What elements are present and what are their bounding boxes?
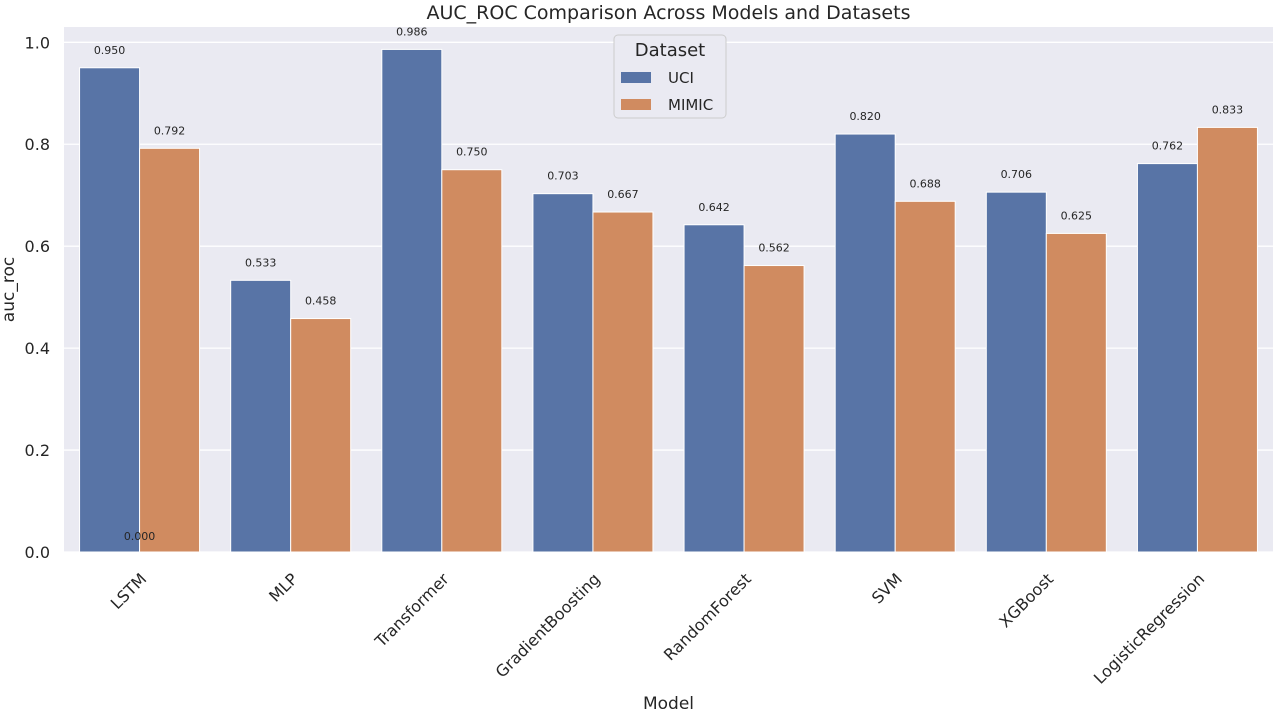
bar-value-label: 0.642 [698,201,730,214]
y-axis-ticks: 0.0 0.2 0.4 0.6 0.8 1.0 [25,33,50,562]
x-axis-ticks: LSTM MLP Transformer GradientBoosting Random… [107,569,1208,688]
bar [985,191,1047,553]
bar-value-label: 0.762 [1152,140,1184,153]
bar [743,265,805,553]
x-tick-label: LogisticRegression [1090,569,1208,687]
bar-value-label: 0.625 [1061,209,1093,222]
bar [139,147,201,553]
bars [79,48,1258,553]
x-tick-label: Transformer [371,569,453,651]
y-tick-label: 0.8 [25,135,50,154]
bar [532,193,594,553]
x-tick-label: XGBoost [995,569,1057,631]
bar-value-label: 0.688 [909,177,941,190]
bar-value-label: 0.950 [94,44,126,57]
y-axis-title: auc_roc [0,257,19,322]
x-tick-label: MLP [265,569,302,606]
legend-box [613,34,727,119]
legend-items: UCI MIMIC [621,69,713,114]
y-tick-label: 0.0 [25,543,50,562]
chart-title: AUC_ROC Comparison Across Models and Dat… [427,2,911,24]
y-tick-label: 0.4 [25,339,50,358]
x-tick-label: RandomForest [660,569,755,664]
bar [834,133,896,553]
bar-value-label: 0.706 [1001,168,1033,181]
bar [683,224,745,553]
legend-swatch [621,72,651,83]
x-tick-label: GradientBoosting [492,569,604,681]
bar [230,279,292,553]
bar [441,169,503,553]
bar-value-label: 0.792 [154,124,186,137]
bar-value-label: 0.986 [396,25,428,38]
y-tick-label: 0.6 [25,237,50,256]
bar-value-label: 0.533 [245,256,277,269]
x-axis-title: Model [643,694,694,714]
bar [894,200,956,553]
bar [1136,163,1198,553]
legend-label: MIMIC [668,96,713,114]
bar [79,67,141,553]
y-tick-label: 1.0 [25,33,50,52]
annotation-label: 0.000 [124,530,156,543]
bar-value-label: 0.667 [607,188,639,201]
x-tick-label: LSTM [107,569,151,613]
bar [1045,232,1107,553]
bar-labels: 0.950 0.792 0.533 0.458 0.986 0.750 0.703 0.667… [94,25,1243,543]
legend: Dataset UCI MIMIC [613,34,727,119]
bar [290,318,352,553]
bar-value-label: 0.458 [305,295,337,308]
bar-value-label: 0.750 [456,146,488,159]
legend-swatch [621,99,651,110]
legend-title: Dataset [635,40,706,61]
y-tick-label: 0.2 [25,441,50,460]
legend-label: UCI [668,69,694,87]
bar [592,211,654,553]
x-tick-label: SVM [868,569,906,607]
bar [381,48,443,553]
bar-value-label: 0.562 [758,242,790,255]
bar-value-label: 0.820 [849,110,881,123]
bar-value-label: 0.833 [1212,103,1244,116]
bar-value-label: 0.703 [547,170,579,183]
bar [1196,126,1258,553]
